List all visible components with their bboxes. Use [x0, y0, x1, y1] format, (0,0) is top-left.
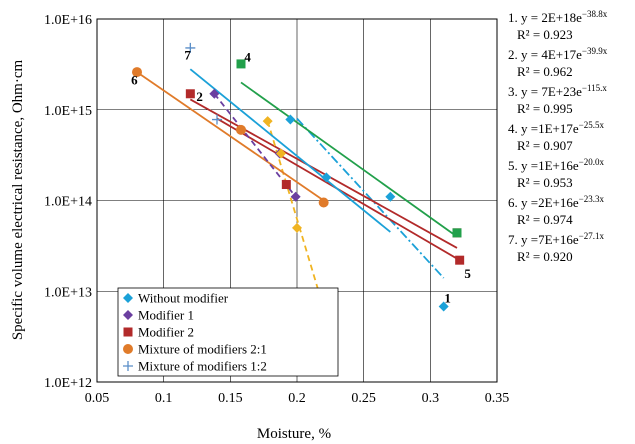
data-point-series-4: [236, 124, 246, 135]
curve-label-6: 6: [131, 72, 138, 87]
equations: 1. y = 2E+18e−38.8x R² = 0.923 2. y = 4E+1…: [508, 9, 608, 264]
x-tick-label: 0.2: [288, 391, 306, 406]
legend-marker: [123, 344, 133, 354]
legend: Without modifier Modifier 1 Modifier 2 Mixt…: [117, 287, 339, 377]
legend-marker: [123, 327, 133, 337]
x-tick-label: 0.15: [218, 391, 243, 406]
y-axis-title: Specific volume electrical resistance, O…: [10, 60, 26, 341]
x-tick-label: 0.05: [85, 391, 110, 406]
curve-label-5: 5: [464, 266, 471, 281]
equation-6: 6. y =2E+16e−23.3x: [508, 194, 604, 210]
data-point-series-7: [276, 148, 286, 159]
x-tick-label: 0.35: [485, 391, 510, 406]
curve-label-1: 1: [444, 291, 451, 306]
x-axis-title: Moisture, %: [257, 426, 331, 442]
trend-line-7: [189, 68, 391, 233]
equation-3: 3. y = 7E+23e−115.x: [508, 83, 607, 99]
r-squared-3: R² = 0.995: [517, 101, 573, 116]
y-tick-label: 1.0E+16: [44, 13, 92, 28]
equation-4: 4. y =1E+17e−25.5x: [508, 120, 604, 136]
data-point-series-1: [438, 301, 449, 312]
r-squared-5: R² = 0.953: [517, 175, 573, 190]
data-point-series-3: [281, 180, 291, 190]
data-point-series-2: [209, 88, 220, 99]
r-squared-7: R² = 0.920: [517, 249, 573, 264]
legend-marker: [123, 361, 133, 371]
data-point-series-4: [132, 67, 142, 78]
data-point-series-3: [185, 89, 195, 99]
curve-label-4: 4: [244, 50, 251, 65]
data-point-series-4: [318, 197, 329, 208]
data-point-series-1: [385, 191, 396, 202]
equation-7: 7. y =7E+16e−27.1x: [508, 231, 604, 247]
legend-entry-label: Modifier 2: [138, 325, 194, 340]
y-tick-label: 1.0E+15: [44, 104, 92, 119]
data-point-series-1: [285, 114, 296, 125]
tick-labels: 0.05 0.1 0.15 0.2 0.25 0.3 0.35 1.0E+12 1.0E+13 1…: [44, 13, 509, 406]
trend-line-6: [136, 71, 325, 202]
data-point-series-1: [321, 172, 332, 183]
x-tick-label: 0.1: [155, 391, 173, 406]
y-tick-label: 1.0E+13: [44, 285, 92, 300]
data-point-series-5: [212, 114, 222, 125]
plot-frame: [96, 18, 498, 383]
trend-line-2: [189, 98, 458, 249]
equation-1: 1. y = 2E+18e−38.8x: [508, 9, 608, 25]
r-squared-1: R² = 0.923: [517, 27, 573, 42]
legend-entry-label: Mixture of modifiers 1:2: [138, 359, 267, 374]
trend-line-4: [240, 81, 458, 238]
data-point-series-6: [452, 228, 462, 238]
y-tick-label: 1.0E+12: [44, 376, 92, 391]
data-point-series-5: [185, 42, 196, 53]
curve-label-2: 2: [196, 89, 203, 104]
data-point-series-7: [292, 222, 302, 233]
legend-entry-label: Mixture of modifiers 2:1: [138, 342, 267, 357]
data-point-series-7: [262, 116, 273, 127]
r-squared-4: R² = 0.907: [517, 138, 573, 153]
r-squared-2: R² = 0.962: [517, 64, 573, 79]
trend-line-modifier-1: [213, 93, 297, 198]
curve-label-7: 7: [184, 47, 191, 62]
legend-box: [117, 287, 339, 377]
legend-entry-label: Modifier 1: [138, 308, 194, 323]
legend-entry-label: Without modifier: [138, 291, 229, 306]
data-point-series-6: [236, 59, 246, 69]
equation-5: 5. y =1E+16e−20.0x: [508, 157, 604, 173]
data-point-series-2: [290, 191, 301, 202]
data-point-series-3: [455, 255, 465, 265]
trend-line-1: [296, 117, 445, 279]
equation-2: 2. y = 4E+17e−39.9x: [508, 46, 608, 62]
legend-marker: [123, 293, 133, 303]
y-tick-label: 1.0E+14: [44, 195, 92, 210]
x-tick-label: 0.25: [351, 391, 376, 406]
legend-marker: [123, 310, 133, 320]
r-squared-6: R² = 0.974: [517, 212, 573, 227]
x-tick-label: 0.3: [422, 391, 440, 406]
